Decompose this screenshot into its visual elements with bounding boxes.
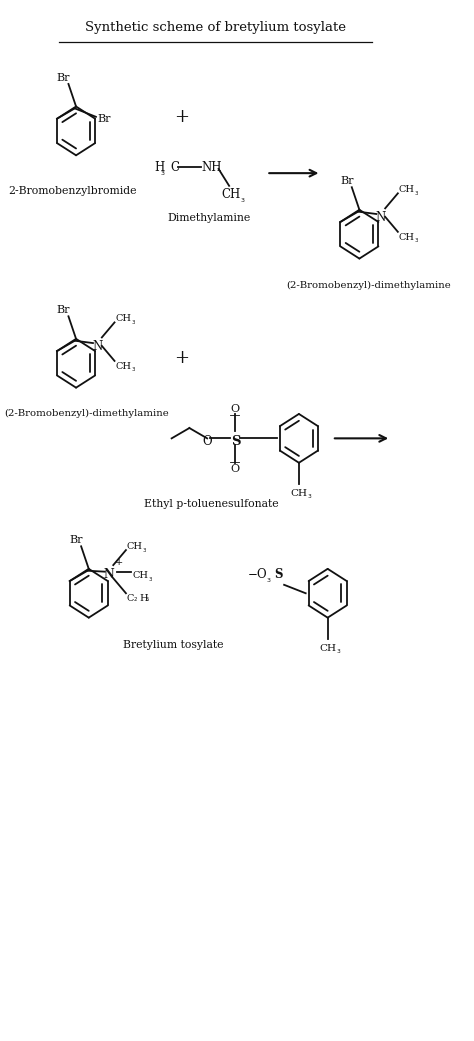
Text: Br: Br (56, 305, 70, 315)
Text: $_3$: $_3$ (265, 576, 271, 585)
Text: $_3$: $_3$ (147, 575, 153, 584)
Text: CH: CH (319, 643, 336, 653)
Text: (2-Bromobenzyl)-dimethylamine: (2-Bromobenzyl)-dimethylamine (287, 281, 451, 290)
Text: O: O (230, 404, 239, 414)
Text: $_3$: $_3$ (131, 365, 136, 375)
Text: $_3$: $_3$ (131, 318, 136, 327)
Text: O: O (202, 435, 212, 448)
Text: $_3$: $_3$ (414, 236, 419, 246)
Text: O: O (230, 464, 239, 474)
Text: CH: CH (132, 572, 148, 580)
Text: Synthetic scheme of bretylium tosylate: Synthetic scheme of bretylium tosylate (85, 21, 346, 34)
Text: Bretylium tosylate: Bretylium tosylate (123, 640, 223, 651)
Text: CH: CH (221, 188, 240, 201)
Text: 2-Bromobenzylbromide: 2-Bromobenzylbromide (9, 186, 137, 197)
Text: $_3$: $_3$ (307, 492, 313, 501)
Text: (2-Bromobenzyl)-dimethylamine: (2-Bromobenzyl)-dimethylamine (4, 409, 169, 418)
Text: N: N (104, 568, 115, 581)
Text: N: N (92, 339, 102, 353)
Text: $_3$: $_3$ (240, 197, 245, 205)
Text: +: + (174, 349, 189, 367)
Text: $_3$: $_3$ (142, 545, 147, 555)
Text: $_3$: $_3$ (160, 169, 166, 178)
Text: Br: Br (340, 176, 354, 186)
Text: S: S (231, 435, 240, 449)
Text: Br: Br (98, 115, 111, 125)
Text: $_5$: $_5$ (146, 595, 150, 604)
Text: CH: CH (399, 185, 415, 195)
Text: N: N (375, 210, 386, 224)
Text: CH: CH (399, 233, 415, 242)
Text: Ethyl p-toluenesulfonate: Ethyl p-toluenesulfonate (144, 500, 278, 509)
Text: S: S (274, 567, 283, 581)
Text: $-$O: $-$O (247, 566, 268, 581)
Text: C: C (170, 160, 179, 174)
Text: CH: CH (115, 362, 131, 371)
Text: NH: NH (201, 160, 222, 174)
Text: CH: CH (291, 488, 308, 498)
Text: Br: Br (69, 535, 83, 545)
Text: CH: CH (115, 314, 131, 324)
Text: H: H (155, 160, 164, 174)
Text: Dimethylamine: Dimethylamine (167, 213, 250, 224)
Text: +: + (115, 558, 124, 567)
Text: CH: CH (127, 542, 143, 551)
Text: C: C (127, 593, 134, 603)
Text: Br: Br (56, 73, 70, 82)
Text: $_3$: $_3$ (336, 648, 342, 656)
Text: H: H (139, 593, 148, 603)
Text: +: + (174, 107, 189, 126)
Text: $_2$: $_2$ (133, 595, 138, 604)
Text: $_3$: $_3$ (414, 188, 419, 198)
